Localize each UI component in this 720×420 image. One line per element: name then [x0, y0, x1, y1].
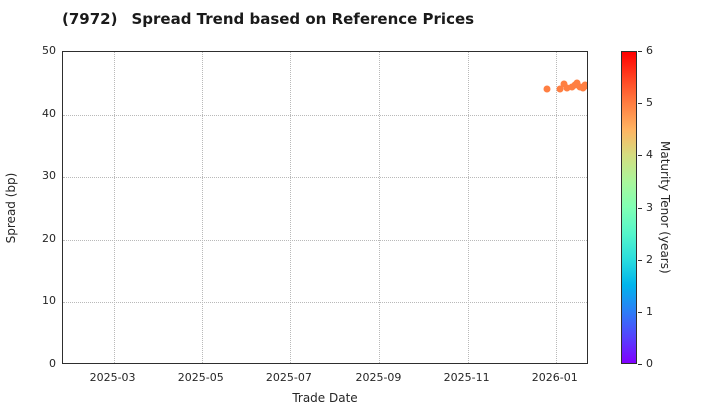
y-gridline [63, 177, 587, 179]
y-tick-label: 50 [42, 44, 56, 57]
y-tick-label: 10 [42, 294, 56, 308]
colorbar-tick [638, 259, 642, 261]
y-tick-label: 30 [42, 169, 56, 183]
y-tick-label: 0 [49, 357, 56, 370]
colorbar-tick [638, 103, 642, 105]
plot-area [62, 51, 588, 364]
y-gridline [63, 239, 587, 241]
data-point [556, 85, 564, 93]
x-gridline [467, 52, 469, 363]
data-point [573, 79, 581, 87]
colorbar-tick-label: 0 [646, 357, 653, 370]
x-tick-label: 2025-11 [443, 371, 490, 384]
colorbar-tick-label: 6 [646, 44, 653, 57]
data-point [560, 80, 568, 88]
x-tick-label: 2026-01 [531, 371, 578, 384]
y-gridline [63, 114, 587, 116]
x-gridline [289, 52, 291, 363]
y-tick-label: 20 [42, 231, 56, 245]
x-tick-label: 2025-05 [177, 371, 224, 384]
x-gridline [555, 52, 557, 363]
colorbar-tick-label: 1 [646, 304, 653, 318]
y-tick-label: 40 [42, 106, 56, 120]
x-gridline [379, 52, 381, 363]
y-gridline [63, 302, 587, 304]
colorbar-tick [638, 207, 642, 209]
colorbar-tick-label: 5 [646, 96, 653, 110]
colorbar-tick [638, 364, 642, 365]
colorbar-tick-label: 4 [646, 148, 653, 162]
colorbar-tick [638, 51, 642, 52]
x-tick-label: 2025-09 [355, 371, 402, 384]
chart-title: (7972) Spread Trend based on Reference Pr… [62, 10, 474, 28]
y-axis-label: Spread (bp) [4, 172, 18, 244]
x-tick-label: 2025-03 [89, 371, 136, 384]
colorbar-gradient [621, 51, 637, 364]
colorbar-label: Maturity Tenor (years) [658, 141, 672, 274]
x-gridline [113, 52, 115, 363]
data-point [584, 82, 587, 90]
colorbar-tick [638, 155, 642, 157]
x-tick-label: 2025-07 [265, 371, 312, 384]
x-axis-label: Trade Date [292, 391, 358, 405]
data-point [563, 84, 571, 92]
colorbar-tick [638, 311, 642, 313]
chart-title-text: Spread Trend based on Reference Prices [131, 10, 475, 28]
colorbar-tick-label: 2 [646, 252, 653, 266]
ticker-code: (7972) [62, 10, 118, 28]
data-point [543, 85, 551, 93]
x-gridline [201, 52, 203, 363]
colorbar-tick-label: 3 [646, 200, 653, 214]
